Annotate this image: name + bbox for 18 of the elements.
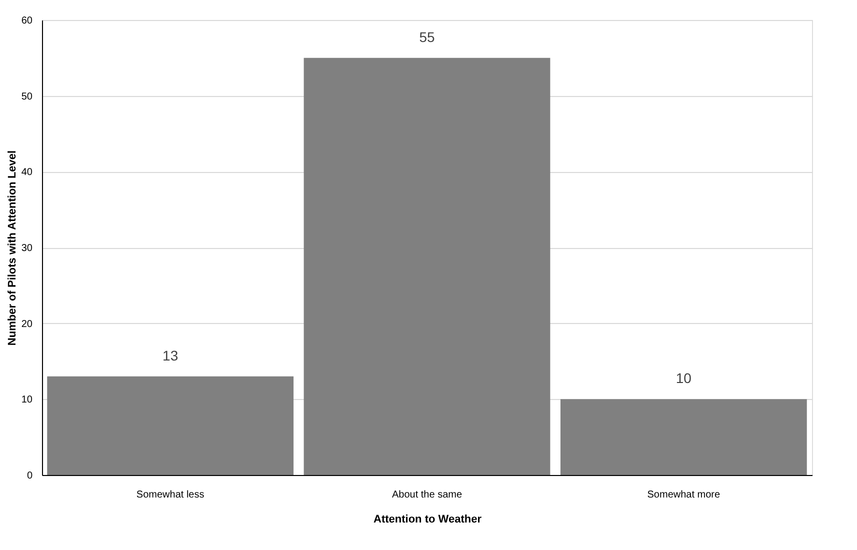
data-label: 13 xyxy=(162,347,178,364)
x-tick-label: About the same xyxy=(392,490,462,500)
y-tick-label: 60 xyxy=(21,16,33,26)
x-tick-label: Somewhat less xyxy=(136,490,204,500)
bar xyxy=(304,58,550,475)
y-tick-label: 20 xyxy=(21,318,33,330)
x-tick-label: Somewhat more xyxy=(647,490,721,500)
y-tick-label: 50 xyxy=(21,91,33,102)
y-axis-title: Number of Pilots with Attention Level xyxy=(6,150,18,346)
y-tick-label: 10 xyxy=(21,394,33,406)
y-tick-label: 30 xyxy=(21,243,33,254)
y-tick-label: 40 xyxy=(21,167,33,178)
data-label: 55 xyxy=(419,28,435,45)
data-label: 10 xyxy=(676,370,692,386)
x-axis-title: Attention to Weather xyxy=(374,514,482,526)
y-tick-label: 0 xyxy=(26,470,33,482)
bar xyxy=(47,376,294,475)
bar xyxy=(560,399,807,475)
